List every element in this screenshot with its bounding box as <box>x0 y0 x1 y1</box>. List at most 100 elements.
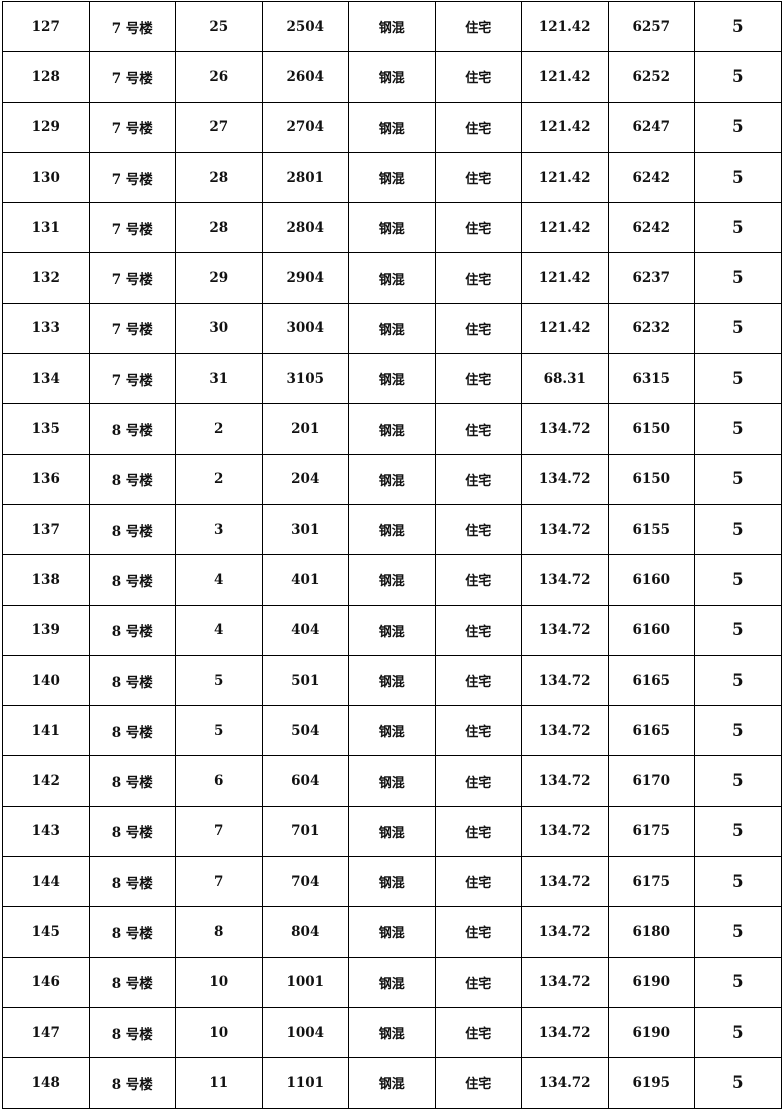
cell-unit: 504 <box>261 705 349 757</box>
cell-usage: 住宅 <box>434 51 522 103</box>
cell-area: 134.72 <box>521 654 609 707</box>
table-row: 146 8 号楼 10 1001 钢混 住宅 134.72 6190 5 <box>2 956 782 1008</box>
cell-floor: 8 <box>175 906 263 958</box>
cell-floor: 5 <box>175 654 263 707</box>
cell-structure: 钢混 <box>348 1057 436 1109</box>
cell-unit: 804 <box>261 906 349 958</box>
cell-value: 5 <box>694 403 782 455</box>
cell-unit: 701 <box>261 805 349 858</box>
cell-floor: 28 <box>175 151 263 204</box>
cell-value: 5 <box>694 51 782 103</box>
cell-structure: 钢混 <box>348 453 436 505</box>
cell-unit: 2801 <box>261 151 349 204</box>
table-row: 143 8 号楼 7 701 钢混 住宅 134.72 6175 5 <box>2 805 782 858</box>
cell-building: 8 号楼 <box>88 503 176 556</box>
table-row: 138 8 号楼 4 401 钢混 住宅 134.72 6160 5 <box>2 554 782 606</box>
table-row: 142 8 号楼 6 604 钢混 住宅 134.72 6170 5 <box>2 755 782 807</box>
cell-usage: 住宅 <box>434 906 522 958</box>
cell-area: 121.42 <box>521 202 609 254</box>
cell-structure: 钢混 <box>348 705 436 757</box>
cell-floor: 2 <box>175 403 263 455</box>
cell-price: 6165 <box>607 705 695 757</box>
cell-floor: 2 <box>175 453 263 505</box>
cell-unit: 204 <box>261 453 349 505</box>
cell-structure: 钢混 <box>348 1006 436 1059</box>
cell-value: 5 <box>694 101 782 153</box>
cell-row-number: 134 <box>2 353 90 405</box>
cell-price: 6150 <box>607 453 695 505</box>
cell-row-number: 129 <box>2 101 90 153</box>
cell-structure: 钢混 <box>348 906 436 958</box>
cell-floor: 10 <box>175 956 263 1008</box>
cell-area: 134.72 <box>521 503 609 556</box>
cell-structure: 钢混 <box>348 856 436 908</box>
cell-area: 134.72 <box>521 856 609 908</box>
cell-building: 8 号楼 <box>88 956 176 1008</box>
cell-price: 6155 <box>607 503 695 556</box>
cell-row-number: 130 <box>2 151 90 204</box>
cell-row-number: 136 <box>2 453 90 505</box>
cell-row-number: 128 <box>2 51 90 103</box>
cell-building: 7 号楼 <box>88 202 176 254</box>
cell-area: 134.72 <box>521 705 609 757</box>
cell-floor: 11 <box>175 1057 263 1109</box>
cell-usage: 住宅 <box>434 755 522 807</box>
cell-area: 121.42 <box>521 0 609 53</box>
cell-usage: 住宅 <box>434 1006 522 1059</box>
cell-unit: 301 <box>261 503 349 556</box>
cell-usage: 住宅 <box>434 805 522 858</box>
cell-area: 68.31 <box>521 353 609 405</box>
cell-usage: 住宅 <box>434 604 522 656</box>
cell-usage: 住宅 <box>434 956 522 1008</box>
cell-building: 7 号楼 <box>88 353 176 405</box>
cell-usage: 住宅 <box>434 554 522 606</box>
cell-unit: 704 <box>261 856 349 908</box>
cell-building: 7 号楼 <box>88 302 176 355</box>
cell-unit: 2704 <box>261 101 349 153</box>
cell-building: 8 号楼 <box>88 805 176 858</box>
cell-price: 6315 <box>607 353 695 405</box>
cell-row-number: 140 <box>2 654 90 707</box>
cell-floor: 30 <box>175 302 263 355</box>
table-row: 130 7 号楼 28 2801 钢混 住宅 121.42 6242 5 <box>2 151 782 204</box>
cell-unit: 2804 <box>261 202 349 254</box>
cell-price: 6237 <box>607 252 695 304</box>
cell-area: 121.42 <box>521 51 609 103</box>
cell-row-number: 142 <box>2 755 90 807</box>
cell-structure: 钢混 <box>348 252 436 304</box>
cell-price: 6242 <box>607 151 695 204</box>
table-row: 147 8 号楼 10 1004 钢混 住宅 134.72 6190 5 <box>2 1006 782 1059</box>
cell-usage: 住宅 <box>434 403 522 455</box>
cell-value: 5 <box>694 151 782 204</box>
table-row: 136 8 号楼 2 204 钢混 住宅 134.72 6150 5 <box>2 453 782 505</box>
cell-value: 5 <box>694 1006 782 1059</box>
cell-structure: 钢混 <box>348 403 436 455</box>
cell-structure: 钢混 <box>348 51 436 103</box>
cell-value: 5 <box>694 302 782 355</box>
cell-row-number: 146 <box>2 956 90 1008</box>
cell-structure: 钢混 <box>348 554 436 606</box>
cell-price: 6170 <box>607 755 695 807</box>
cell-row-number: 135 <box>2 403 90 455</box>
cell-price: 6190 <box>607 956 695 1008</box>
cell-floor: 5 <box>175 705 263 757</box>
cell-area: 134.72 <box>521 554 609 606</box>
cell-building: 8 号楼 <box>88 1006 176 1059</box>
cell-value: 5 <box>694 654 782 707</box>
cell-unit: 3105 <box>261 353 349 405</box>
cell-row-number: 148 <box>2 1057 90 1109</box>
cell-row-number: 139 <box>2 604 90 656</box>
cell-building: 8 号楼 <box>88 856 176 908</box>
cell-unit: 404 <box>261 604 349 656</box>
cell-building: 7 号楼 <box>88 101 176 153</box>
cell-usage: 住宅 <box>434 1057 522 1109</box>
cell-value: 5 <box>694 453 782 505</box>
cell-value: 5 <box>694 202 782 254</box>
cell-unit: 401 <box>261 554 349 606</box>
cell-value: 5 <box>694 755 782 807</box>
cell-usage: 住宅 <box>434 202 522 254</box>
cell-row-number: 147 <box>2 1006 90 1059</box>
cell-floor: 27 <box>175 101 263 153</box>
cell-structure: 钢混 <box>348 805 436 858</box>
